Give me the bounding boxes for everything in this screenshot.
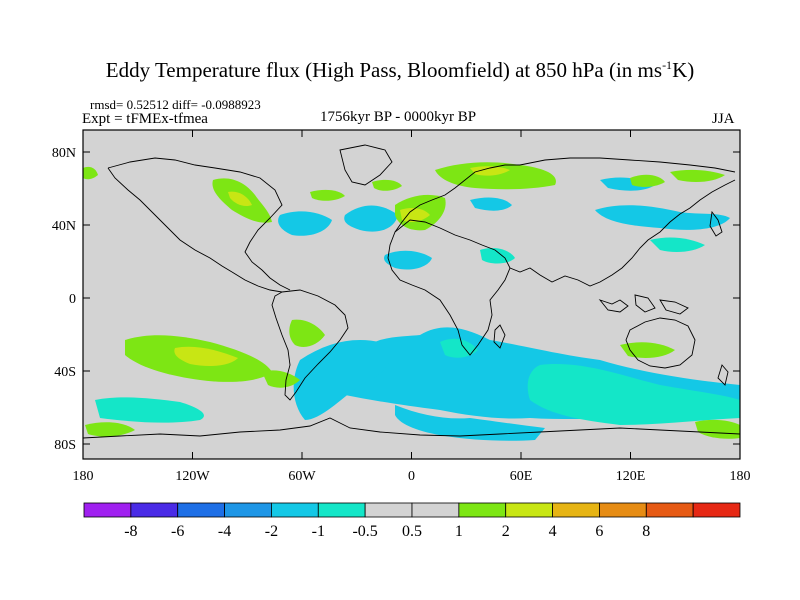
- contour-south-america-green: [262, 370, 300, 388]
- contour-alaska: [83, 166, 98, 180]
- contour-north-atlantic-green: [310, 189, 345, 201]
- stats-label: rmsd= 0.52512 diff= -0.0988923: [90, 97, 261, 112]
- colorbar-box: [411, 502, 460, 518]
- contour-na-core: [228, 191, 252, 207]
- contour-indian-south: [527, 364, 740, 425]
- lat-tick: 40N: [52, 219, 76, 234]
- lat-tick: 40S: [54, 365, 76, 380]
- lon-tick: 60W: [288, 469, 316, 484]
- colorbar: [83, 502, 741, 518]
- contour-europe-core: [400, 207, 430, 223]
- contour-east-asia: [595, 205, 730, 230]
- colorbar-box: [177, 502, 225, 518]
- contour-east-pacific-n: [670, 169, 725, 183]
- colorbar-box: [364, 502, 413, 518]
- colorbar-box: [83, 502, 132, 518]
- contour-scandinavia: [435, 162, 556, 190]
- colorbar-box: [458, 502, 507, 518]
- colorbar-box: [552, 502, 600, 518]
- period-label: 1756kyr BP - 0000kyr BP: [320, 109, 477, 125]
- axis-ticks: [82, 130, 741, 459]
- colorbar-label: -4: [218, 523, 231, 540]
- colorbar-label: 8: [642, 523, 650, 540]
- colorbar-label: 1: [455, 523, 463, 540]
- colorbar-label: 2: [502, 523, 510, 540]
- colorbar-label: 0.5: [402, 523, 422, 540]
- colorbar-box: [692, 502, 741, 518]
- contour-pacific-north: [650, 237, 705, 253]
- colorbar-label: -6: [171, 523, 184, 540]
- colorbar-label: 6: [595, 523, 603, 540]
- contour-greenland-green: [372, 179, 402, 191]
- lon-tick: 180: [73, 469, 94, 484]
- contour-west-atlantic: [278, 211, 332, 236]
- season-label: JJA: [712, 111, 735, 127]
- contour-antarctic-pacific: [85, 422, 135, 437]
- lon-tick: 120W: [175, 469, 210, 484]
- contour-south-america-tip: [289, 319, 325, 347]
- contour-deep-south: [395, 405, 545, 441]
- lon-tick: 0: [408, 469, 415, 484]
- colorbar-label: -8: [124, 523, 137, 540]
- contour-south-atlantic: [293, 340, 392, 420]
- contour-fills: [83, 144, 740, 441]
- contour-arctic: [630, 174, 665, 187]
- lat-tick: 80N: [52, 146, 76, 161]
- colorbar-label: -2: [265, 523, 278, 540]
- colorbar-box: [130, 502, 179, 518]
- contour-scandinavia-core: [470, 166, 510, 176]
- colorbar-box: [645, 502, 694, 518]
- plot-title: Eddy Temperature flux (High Pass, Bloomf…: [105, 58, 695, 82]
- colorbar-box: [599, 502, 647, 518]
- colorbar-box: [224, 502, 272, 518]
- colorbar-box: [505, 502, 553, 518]
- contour-antarctic-east: [695, 419, 740, 439]
- contour-south-pacific: [95, 397, 204, 423]
- lat-tick: 80S: [54, 438, 76, 453]
- colorbar-label: -1: [312, 523, 325, 540]
- lon-tick: 120E: [616, 469, 646, 484]
- lon-tick: 60E: [510, 469, 533, 484]
- contour-sahara: [384, 250, 432, 270]
- colorbar-box: [317, 502, 366, 518]
- experiment-label: Expt = tFMEx-tfmea: [82, 111, 208, 127]
- contour-south-pacific-core: [174, 346, 238, 366]
- colorbar-label: 4: [549, 523, 557, 540]
- colorbar-box: [271, 502, 319, 518]
- contour-north-atlantic: [344, 205, 398, 232]
- lat-tick: 0: [69, 292, 76, 307]
- coastlines: [83, 144, 740, 439]
- contour-central-asia: [470, 197, 512, 211]
- colorbar-label: -0.5: [352, 523, 377, 540]
- lon-tick: 180: [730, 469, 751, 484]
